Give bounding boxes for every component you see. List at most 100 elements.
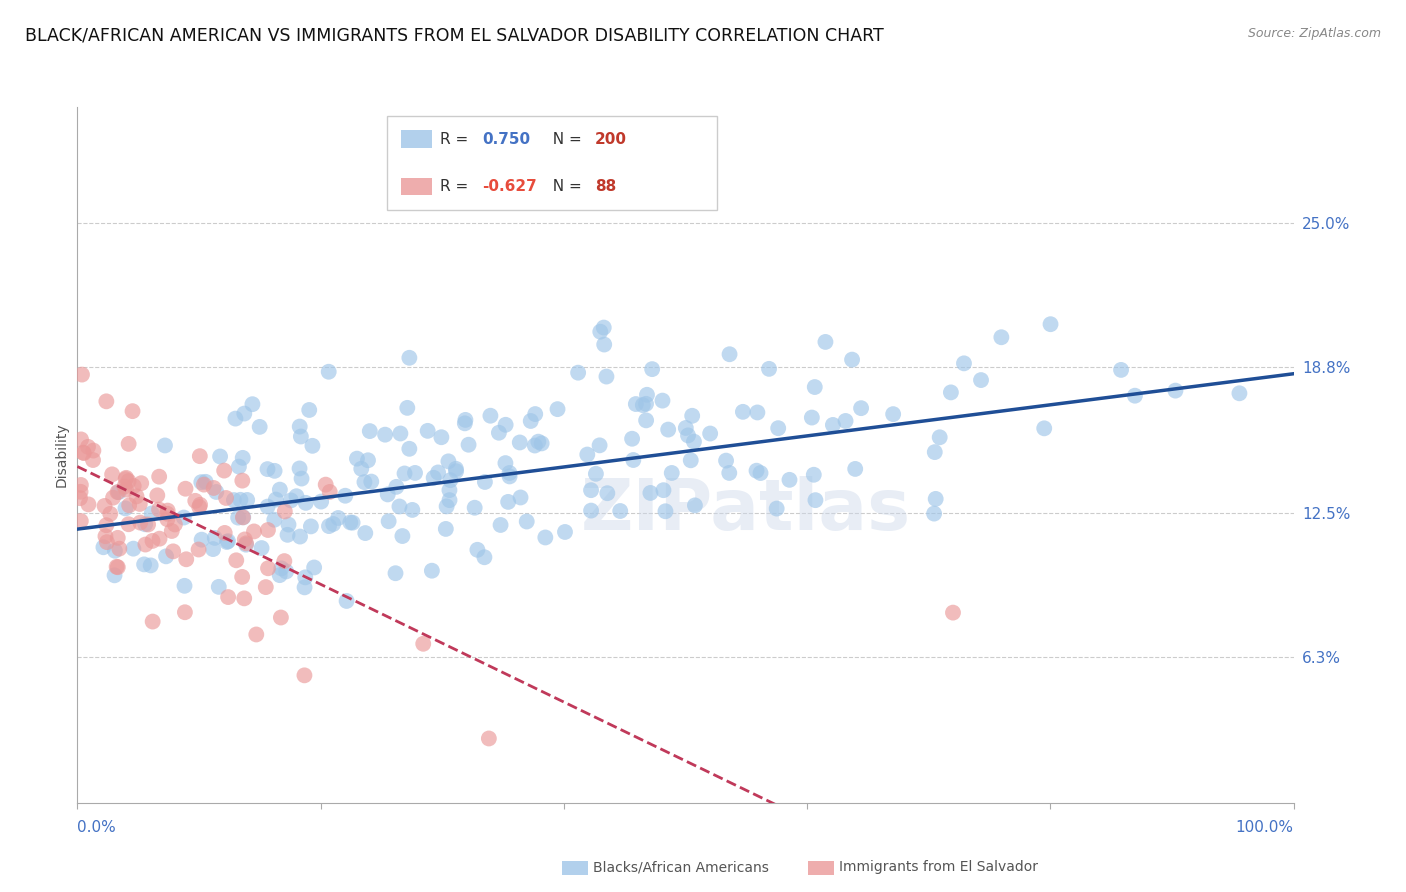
Point <box>118 498 141 512</box>
Point <box>354 526 377 541</box>
Point <box>360 475 382 489</box>
Point <box>142 615 165 629</box>
Point <box>290 472 312 486</box>
Point <box>69 484 91 499</box>
Point <box>232 510 254 524</box>
Point <box>519 414 541 428</box>
Point <box>224 411 246 425</box>
Point <box>148 502 170 516</box>
Point <box>155 549 177 564</box>
Point <box>509 491 531 505</box>
Point <box>942 606 965 620</box>
Point <box>148 469 170 483</box>
Point <box>188 449 211 463</box>
Point <box>804 493 827 508</box>
Point <box>134 517 156 532</box>
Point <box>534 531 557 545</box>
Point <box>263 513 285 527</box>
Point <box>243 524 266 539</box>
Point <box>174 482 197 496</box>
Point <box>101 491 124 505</box>
Point <box>69 491 91 505</box>
Point <box>70 433 93 447</box>
Point <box>208 580 231 594</box>
Point <box>336 594 359 608</box>
Point <box>523 438 546 452</box>
Point <box>1164 384 1187 398</box>
Point <box>146 488 169 502</box>
Point <box>377 514 399 528</box>
Point <box>844 462 866 476</box>
Point <box>631 398 654 412</box>
Point <box>114 480 136 494</box>
Point <box>353 475 375 489</box>
Point <box>640 486 662 500</box>
Point <box>422 471 444 485</box>
Point <box>1039 317 1062 331</box>
Point <box>439 473 461 487</box>
Point <box>129 516 152 530</box>
Text: N =: N = <box>543 179 586 194</box>
Point <box>202 481 225 495</box>
Point <box>624 397 647 411</box>
Point <box>585 467 607 481</box>
Point <box>101 467 124 482</box>
Point <box>122 479 145 493</box>
Point <box>437 454 460 468</box>
Point <box>745 464 768 478</box>
Point <box>107 485 129 500</box>
Point <box>242 397 264 411</box>
Point <box>264 492 287 507</box>
Text: Blacks/African Americans: Blacks/African Americans <box>593 860 769 874</box>
Point <box>107 531 129 545</box>
Point <box>467 542 489 557</box>
Point <box>420 564 443 578</box>
Point <box>758 362 780 376</box>
Point <box>299 519 322 533</box>
Point <box>104 543 127 558</box>
Point <box>69 514 91 528</box>
Point <box>153 438 176 452</box>
Point <box>731 405 754 419</box>
Point <box>228 459 250 474</box>
Point <box>194 475 217 489</box>
Text: R =: R = <box>440 132 474 146</box>
Point <box>226 510 249 524</box>
Point <box>318 519 340 533</box>
Point <box>204 531 226 545</box>
Point <box>516 515 538 529</box>
Point <box>235 536 257 550</box>
Point <box>290 429 312 443</box>
Point <box>589 325 612 339</box>
Point <box>404 466 426 480</box>
Point <box>115 483 138 497</box>
Point <box>1123 389 1146 403</box>
Point <box>412 637 434 651</box>
Point <box>430 430 453 444</box>
Point <box>675 421 697 435</box>
Point <box>474 550 496 565</box>
Point <box>277 528 299 542</box>
Text: R =: R = <box>440 179 474 194</box>
Point <box>1229 386 1251 401</box>
Point <box>749 466 772 480</box>
Point <box>496 495 519 509</box>
Point <box>401 503 423 517</box>
Point <box>766 421 789 435</box>
Point <box>115 471 138 485</box>
Point <box>676 428 699 442</box>
Point <box>163 517 186 532</box>
Text: 100.0%: 100.0% <box>1236 821 1294 835</box>
Point <box>277 517 299 532</box>
Point <box>747 405 769 419</box>
Point <box>105 559 128 574</box>
Point <box>231 474 253 488</box>
Point <box>148 532 170 546</box>
Point <box>294 668 316 682</box>
Point <box>173 579 195 593</box>
Point <box>464 500 486 515</box>
Point <box>141 507 163 521</box>
Point <box>990 330 1012 344</box>
Point <box>554 524 576 539</box>
Point <box>641 362 664 376</box>
